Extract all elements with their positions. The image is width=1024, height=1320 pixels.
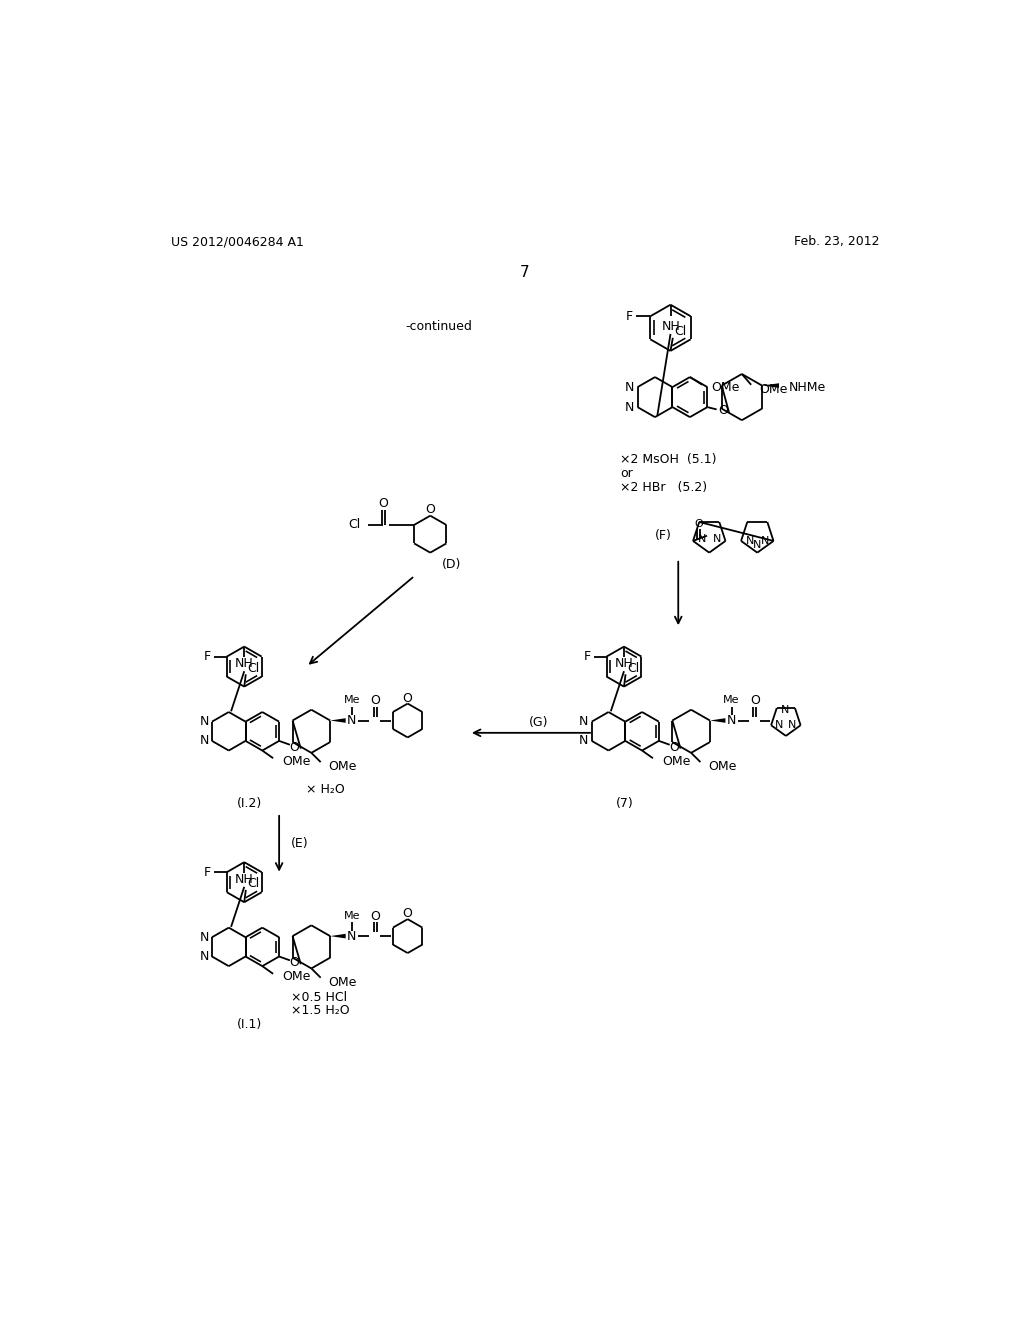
Text: Cl: Cl xyxy=(348,519,360,532)
Text: NH: NH xyxy=(614,657,634,671)
Text: Feb. 23, 2012: Feb. 23, 2012 xyxy=(795,235,880,248)
Text: O: O xyxy=(425,503,435,516)
Text: ×0.5 HCl: ×0.5 HCl xyxy=(291,991,347,1005)
Text: F: F xyxy=(204,866,211,879)
Polygon shape xyxy=(762,383,779,388)
Text: (F): (F) xyxy=(655,529,672,543)
Text: N: N xyxy=(200,950,209,964)
Text: O: O xyxy=(378,496,388,510)
Text: OMe: OMe xyxy=(283,970,311,983)
Text: F: F xyxy=(204,649,211,663)
Text: (G): (G) xyxy=(529,715,549,729)
Text: N: N xyxy=(347,929,356,942)
Text: N: N xyxy=(727,714,736,727)
Text: N: N xyxy=(753,540,762,550)
Text: N: N xyxy=(580,734,589,747)
Text: NHMe: NHMe xyxy=(790,380,826,393)
Text: ×2 HBr   (5.2): ×2 HBr (5.2) xyxy=(621,480,708,494)
Text: F: F xyxy=(584,649,591,663)
Text: -continued: -continued xyxy=(406,319,472,333)
Text: NH: NH xyxy=(662,319,681,333)
Text: N: N xyxy=(780,705,790,714)
Text: N: N xyxy=(697,535,707,544)
Text: O: O xyxy=(290,741,300,754)
Text: N: N xyxy=(200,931,209,944)
Text: N: N xyxy=(625,400,634,413)
Text: or: or xyxy=(621,467,633,480)
Text: N: N xyxy=(761,536,769,546)
Text: Cl: Cl xyxy=(248,661,260,675)
Text: N: N xyxy=(713,535,721,544)
Text: (I.2): (I.2) xyxy=(237,797,262,810)
Text: Cl: Cl xyxy=(675,325,687,338)
Text: Me: Me xyxy=(344,696,360,705)
Text: OMe: OMe xyxy=(709,760,736,774)
Text: N: N xyxy=(200,734,209,747)
Text: Cl: Cl xyxy=(248,878,260,890)
Text: N: N xyxy=(745,536,754,546)
Text: O: O xyxy=(290,956,300,969)
Text: O: O xyxy=(370,694,380,708)
Text: O: O xyxy=(750,694,760,708)
Text: NH: NH xyxy=(234,657,254,671)
Text: OMe: OMe xyxy=(329,760,356,774)
Text: O: O xyxy=(402,907,413,920)
Text: ×2 MsOH  (5.1): ×2 MsOH (5.1) xyxy=(621,453,717,466)
Text: O: O xyxy=(370,909,380,923)
Text: OMe: OMe xyxy=(283,755,311,768)
Polygon shape xyxy=(330,718,346,723)
Polygon shape xyxy=(710,718,725,723)
Text: O: O xyxy=(718,404,728,417)
Text: O: O xyxy=(670,741,679,754)
Text: (I.1): (I.1) xyxy=(237,1018,262,1031)
Text: 7: 7 xyxy=(520,265,529,280)
Text: Me: Me xyxy=(344,911,360,921)
Text: ×1.5 H₂O: ×1.5 H₂O xyxy=(291,1005,349,1018)
Text: Me: Me xyxy=(723,696,740,705)
Text: N: N xyxy=(625,380,634,393)
Text: F: F xyxy=(627,310,633,323)
Text: N: N xyxy=(347,714,356,727)
Text: × H₂O: × H₂O xyxy=(306,783,345,796)
Text: (7): (7) xyxy=(616,797,634,810)
Text: OMe: OMe xyxy=(759,383,787,396)
Text: NH: NH xyxy=(234,873,254,886)
Text: (E): (E) xyxy=(291,837,308,850)
Text: OMe: OMe xyxy=(329,975,356,989)
Text: O: O xyxy=(402,692,413,705)
Polygon shape xyxy=(330,933,346,939)
Text: OMe: OMe xyxy=(663,755,690,768)
Text: N: N xyxy=(775,721,783,730)
Text: N: N xyxy=(788,721,797,730)
Text: N: N xyxy=(200,715,209,729)
Text: OMe: OMe xyxy=(712,381,740,395)
Text: (D): (D) xyxy=(442,557,461,570)
Text: N: N xyxy=(580,715,589,729)
Text: US 2012/0046284 A1: US 2012/0046284 A1 xyxy=(171,235,303,248)
Text: O: O xyxy=(694,519,702,529)
Text: Cl: Cl xyxy=(627,661,639,675)
